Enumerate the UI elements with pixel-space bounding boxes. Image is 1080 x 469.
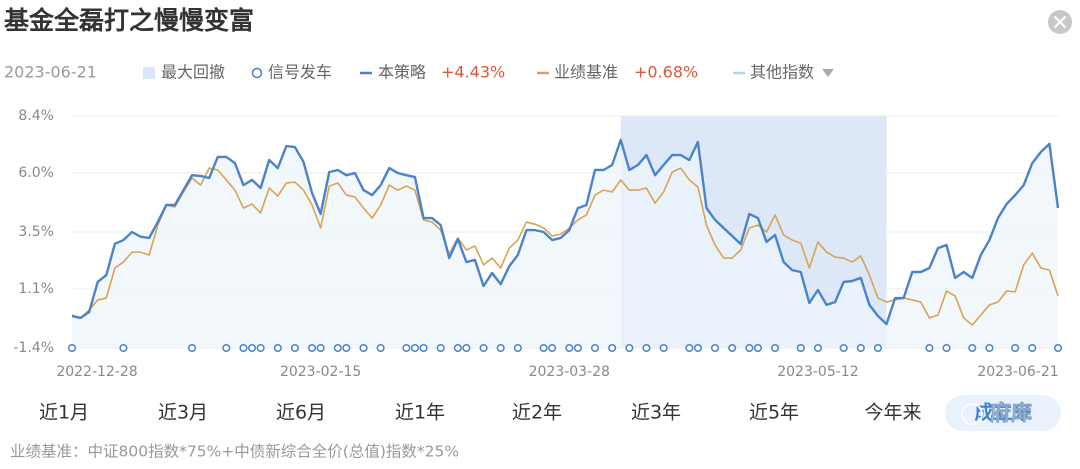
tab[interactable]: 近6月 bbox=[276, 402, 326, 424]
signal-marker bbox=[436, 343, 445, 353]
footnote: 业绩基准：中证800指数*75%+中债新综合全价(总值)指数*25% bbox=[10, 443, 459, 461]
x-tick-label: 2023-05-12 bbox=[777, 364, 858, 380]
signal-marker bbox=[316, 343, 325, 353]
signal-marker bbox=[410, 343, 420, 353]
legend-change: +4.43% bbox=[441, 63, 505, 82]
signal-marker bbox=[985, 343, 994, 353]
signal-marker bbox=[625, 343, 634, 353]
tab[interactable]: 成立来 bbox=[974, 401, 1031, 424]
signal-marker bbox=[187, 343, 197, 353]
signal-marker bbox=[693, 343, 702, 353]
chart-title: 基金全磊打之慢慢变富 bbox=[4, 6, 254, 35]
x-tick-label: 2023-03-28 bbox=[529, 364, 610, 380]
legend-label: 信号发车 bbox=[268, 63, 332, 82]
signal-marker bbox=[342, 343, 351, 353]
signal-marker bbox=[462, 343, 471, 353]
signal-marker bbox=[710, 343, 720, 353]
legend-change: +0.68% bbox=[634, 63, 698, 82]
signal-marker bbox=[496, 343, 505, 353]
y-tick-label: -1.4% bbox=[13, 340, 54, 356]
signal-marker bbox=[453, 343, 462, 353]
signal-marker bbox=[942, 343, 951, 353]
signal-marker bbox=[539, 343, 548, 353]
signal-marker bbox=[565, 343, 574, 353]
signal-marker bbox=[813, 343, 822, 353]
signal-marker bbox=[608, 343, 617, 353]
signal-marker bbox=[548, 343, 557, 353]
tab[interactable]: 近2年 bbox=[512, 402, 562, 424]
signal-marker bbox=[753, 343, 762, 353]
signal-marker bbox=[402, 343, 411, 353]
signal-marker bbox=[119, 343, 128, 353]
signal-marker bbox=[222, 343, 231, 353]
signal-marker bbox=[256, 343, 265, 353]
area bbox=[72, 139, 1058, 348]
close-icon[interactable] bbox=[1053, 15, 1067, 29]
dropdown-icon bbox=[822, 69, 834, 77]
signal-marker bbox=[968, 343, 977, 353]
tab[interactable]: 近1年 bbox=[395, 402, 445, 424]
signal-marker bbox=[479, 343, 488, 353]
y-tick-label: 1.1% bbox=[18, 281, 54, 297]
signal-marker bbox=[1053, 343, 1063, 353]
tab[interactable]: 今年来 bbox=[864, 402, 921, 424]
signal-marker bbox=[290, 343, 299, 353]
watermark-icon bbox=[961, 403, 983, 425]
signal-marker bbox=[573, 343, 582, 353]
signal-marker bbox=[728, 343, 737, 353]
x-tick-label: 2023-06-21 bbox=[977, 364, 1058, 380]
tab[interactable]: 近3月 bbox=[158, 402, 208, 424]
signal-marker bbox=[659, 343, 668, 353]
signal-marker bbox=[1028, 343, 1037, 353]
signal-marker bbox=[745, 343, 754, 353]
signal-marker bbox=[308, 343, 317, 353]
y-tick-label: 3.5% bbox=[18, 224, 54, 240]
signal-marker bbox=[239, 343, 248, 353]
y-tick-label: 6.0% bbox=[18, 165, 54, 181]
signal-marker bbox=[873, 343, 882, 353]
signal-marker bbox=[685, 343, 694, 353]
y-tick-label: 8.4% bbox=[18, 108, 54, 124]
x-tick-label: 2023-02-15 bbox=[280, 364, 361, 380]
signal-marker bbox=[856, 343, 865, 353]
legend-label: 其他指数 bbox=[750, 63, 814, 82]
x-tick-label: 2022-12-28 bbox=[56, 364, 137, 380]
legend-label: 业绩基准 bbox=[554, 63, 618, 82]
signal-marker bbox=[1011, 343, 1020, 353]
watermark: 府库 bbox=[990, 401, 1032, 425]
signal-marker bbox=[839, 343, 848, 353]
signal-marker bbox=[796, 343, 805, 353]
signal-marker bbox=[359, 343, 368, 353]
tab[interactable]: 近3年 bbox=[631, 402, 681, 424]
signal-marker bbox=[248, 343, 257, 353]
legend-label: 最大回撤 bbox=[161, 63, 225, 82]
signal-marker bbox=[642, 343, 651, 353]
signal-marker bbox=[513, 343, 522, 353]
signal-marker bbox=[333, 343, 342, 353]
signal-marker bbox=[419, 343, 428, 353]
legend-label: 本策略 bbox=[378, 63, 426, 82]
line bbox=[71, 138, 1060, 326]
legend-swatch bbox=[251, 67, 263, 79]
close-button[interactable] bbox=[1048, 10, 1072, 34]
tab[interactable]: 近5年 bbox=[749, 402, 799, 424]
date: 2023-06-21 bbox=[4, 63, 97, 82]
legend-swatch bbox=[143, 67, 155, 79]
signal-marker bbox=[273, 343, 282, 353]
tab[interactable]: 近1月 bbox=[39, 402, 89, 424]
signal-marker bbox=[590, 343, 600, 353]
signal-marker bbox=[925, 343, 934, 353]
signal-marker bbox=[771, 343, 780, 353]
signal-marker bbox=[67, 343, 77, 353]
signal-marker bbox=[376, 343, 385, 353]
